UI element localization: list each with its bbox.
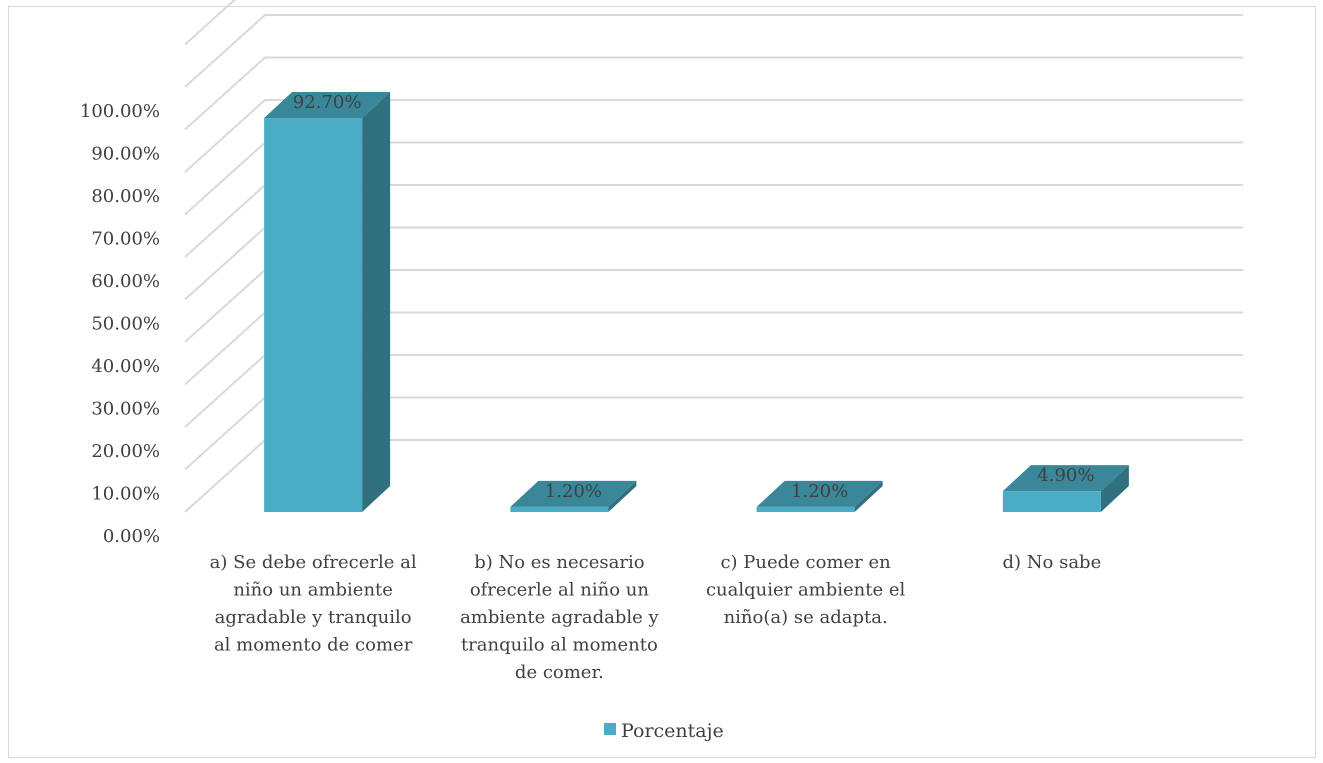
chart-frame xyxy=(8,6,1316,758)
bar-front xyxy=(264,118,363,513)
gridline xyxy=(184,14,1243,88)
y-tick-label: 90.00% xyxy=(91,144,160,165)
bar-top xyxy=(756,480,883,507)
y-tick-label: 20.00% xyxy=(91,441,160,462)
category-label-line: al momento de comer xyxy=(214,635,413,656)
bar-side xyxy=(1100,465,1129,512)
y-tick-label: 60.00% xyxy=(91,271,160,292)
y-tick-label: 10.00% xyxy=(91,484,160,505)
category-label-line: c) Puede comer en xyxy=(720,552,891,573)
y-tick-label: 100.00% xyxy=(80,101,160,122)
category-label-line: cualquier ambiente el xyxy=(706,580,906,601)
category-label: b) No es necesario ofrecerle al niño un am… xyxy=(460,552,659,683)
bar-top xyxy=(264,92,391,119)
category-label-line: niño(a) se adapta. xyxy=(724,607,888,628)
category-label-line: ambiente agradable y xyxy=(460,607,659,628)
data-label: 92.70% xyxy=(293,92,362,113)
bar-top xyxy=(1002,465,1129,492)
bar-front xyxy=(756,506,855,512)
gridline xyxy=(184,99,1243,173)
y-tick-label: 50.00% xyxy=(91,314,160,335)
category-label-line: agradable y tranquilo xyxy=(215,607,412,628)
category-labels: a) Se debe ofrecerle al niño un ambiente a… xyxy=(210,552,1102,683)
data-label: 1.20% xyxy=(545,481,602,502)
category-label-line: tranquilo al momento xyxy=(461,635,658,656)
bar-top xyxy=(510,480,637,507)
gridlines xyxy=(184,0,1243,513)
y-tick-label: 70.00% xyxy=(91,229,160,250)
y-tick-label: 0.00% xyxy=(103,526,160,547)
bar xyxy=(264,92,391,513)
bar-side xyxy=(608,480,637,512)
bar-side xyxy=(854,480,883,512)
category-label-line: niño un ambiente xyxy=(233,580,393,601)
gridline xyxy=(184,0,236,46)
gridline xyxy=(184,56,1243,131)
y-tick-label: 80.00% xyxy=(91,186,160,207)
bar xyxy=(1002,465,1129,512)
category-label: d) No sabe xyxy=(1003,552,1102,573)
category-label: c) Puede comer en cualquier ambiente el ni… xyxy=(706,552,906,628)
y-axis-tick-labels: 0.00% 10.00% 20.00% 30.00% 40.00% 50.00% 60.00… xyxy=(80,101,160,547)
data-label: 4.90% xyxy=(1037,465,1094,486)
category-label: a) Se debe ofrecerle al niño un ambiente a… xyxy=(210,552,417,656)
category-label-line: a) Se debe ofrecerle al xyxy=(210,552,417,573)
y-tick-label: 40.00% xyxy=(91,356,160,377)
category-label-line: d) No sabe xyxy=(1003,552,1102,573)
legend-label: Porcentaje xyxy=(621,720,724,742)
category-label-line: b) No es necesario xyxy=(474,552,644,573)
bar-front xyxy=(1002,491,1101,512)
data-label: 1.20% xyxy=(791,481,848,502)
bar xyxy=(510,480,637,512)
y-tick-label: 30.00% xyxy=(91,399,160,420)
category-label-line: ofrecerle al niño un xyxy=(470,580,650,601)
legend: Porcentaje xyxy=(604,720,724,742)
category-label-line: de comer. xyxy=(515,662,604,683)
bar-side xyxy=(362,92,391,513)
legend-swatch xyxy=(604,723,616,735)
bars xyxy=(264,92,1129,513)
data-labels: 92.70% 1.20% 1.20% 4.90% xyxy=(293,92,1095,502)
bar-front xyxy=(510,506,609,512)
bar xyxy=(756,480,883,512)
